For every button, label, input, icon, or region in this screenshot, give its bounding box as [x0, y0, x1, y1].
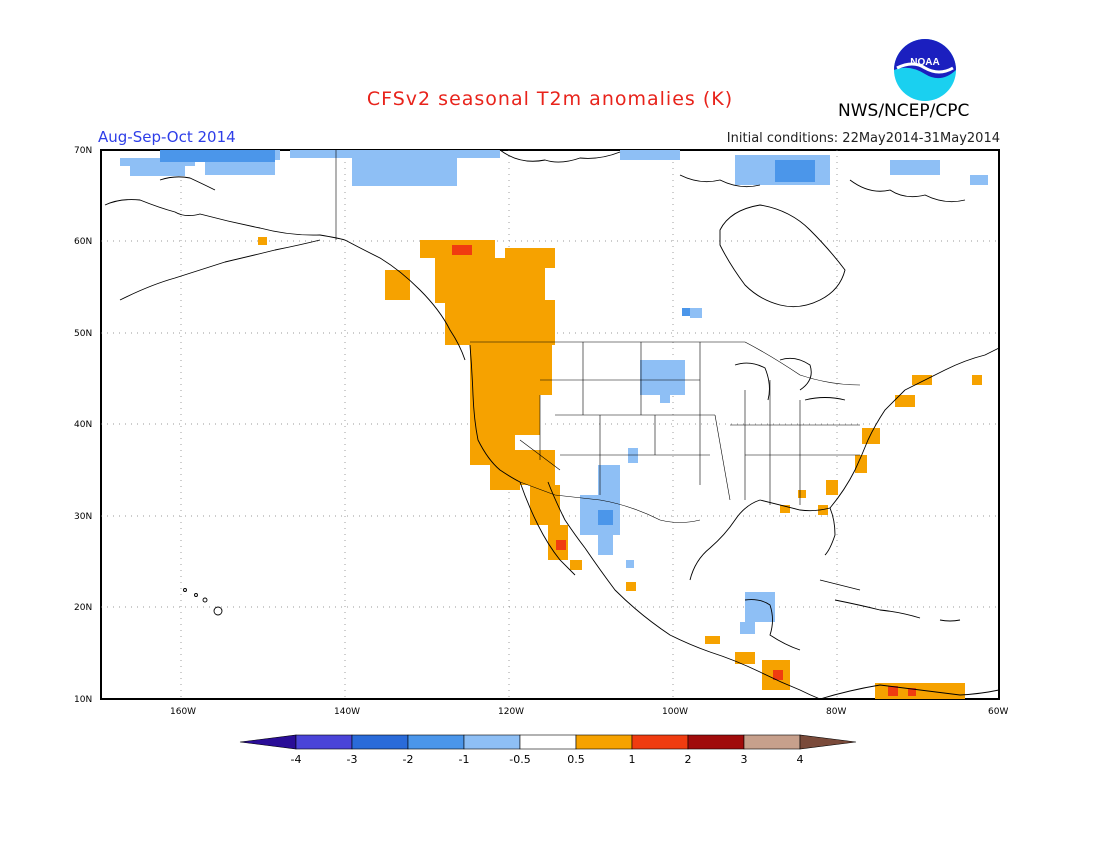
lat-labels: 70N 60N 50N 40N 30N 20N 10N	[74, 146, 92, 705]
lat-label: 30N	[74, 512, 92, 522]
colorbar-box	[295, 734, 353, 750]
colorbar-box	[743, 734, 801, 750]
colorbar-label: 4	[797, 753, 804, 766]
colorbar-box	[575, 734, 633, 750]
cold-region-interior	[598, 308, 690, 525]
colorbar-box	[687, 734, 745, 750]
colorbar-label: 1	[629, 753, 636, 766]
colorbar-box	[519, 734, 577, 750]
lon-label: 160W	[170, 707, 196, 717]
lat-label: 50N	[74, 329, 92, 339]
anomaly-shading	[120, 150, 988, 699]
political-borders	[335, 150, 861, 523]
lon-label: 120W	[498, 707, 524, 717]
colorbar-box	[631, 734, 689, 750]
lat-label: 40N	[74, 420, 92, 430]
lon-label: 100W	[662, 707, 688, 717]
coastlines	[104, 149, 1000, 700]
colorbar-box	[463, 734, 521, 750]
colorbar-label: -0.5	[509, 753, 530, 766]
cool-region-interior	[580, 308, 775, 634]
lon-label: 140W	[334, 707, 360, 717]
colorbar-label: 0.5	[567, 753, 585, 766]
map-title: CFSv2 seasonal T2m anomalies (K)	[366, 88, 734, 110]
colorbar-box	[351, 734, 409, 750]
colorbar-end-high	[799, 734, 857, 750]
colorbar-label: 3	[741, 753, 748, 766]
lat-label: 60N	[74, 237, 92, 247]
hot-region	[452, 245, 916, 696]
lon-label: 60W	[988, 707, 1008, 717]
colorbar-label: -3	[347, 753, 358, 766]
noaa-logo: NOAA	[894, 39, 956, 101]
agency-label: NWS/NCEP/CPC	[838, 101, 970, 121]
colorbar-label: -1	[459, 753, 470, 766]
lat-label: 70N	[74, 146, 92, 156]
cold-region-arctic	[160, 150, 815, 182]
colorbar-label: -4	[291, 753, 302, 766]
noaa-logo-text: NOAA	[910, 57, 939, 68]
colorbar-label: 2	[685, 753, 692, 766]
colorbar-label: -2	[403, 753, 414, 766]
lat-label: 20N	[74, 603, 92, 613]
season-label: Aug-Sep-Oct 2014	[98, 128, 236, 146]
map-frame	[100, 149, 1000, 700]
colorbar-labels: -4 -3 -2 -1 -0.5 0.5 1 2 3 4	[291, 753, 804, 766]
colorbar-boxes	[239, 734, 857, 750]
lon-labels: 160W 140W 120W 100W 80W 60W	[170, 707, 1008, 717]
lat-label: 10N	[74, 695, 92, 705]
colorbar-box	[407, 734, 465, 750]
initial-conditions-label: Initial conditions: 22May2014-31May2014	[726, 131, 1000, 146]
colorbar-end-low	[239, 734, 297, 750]
lon-label: 80W	[826, 707, 846, 717]
